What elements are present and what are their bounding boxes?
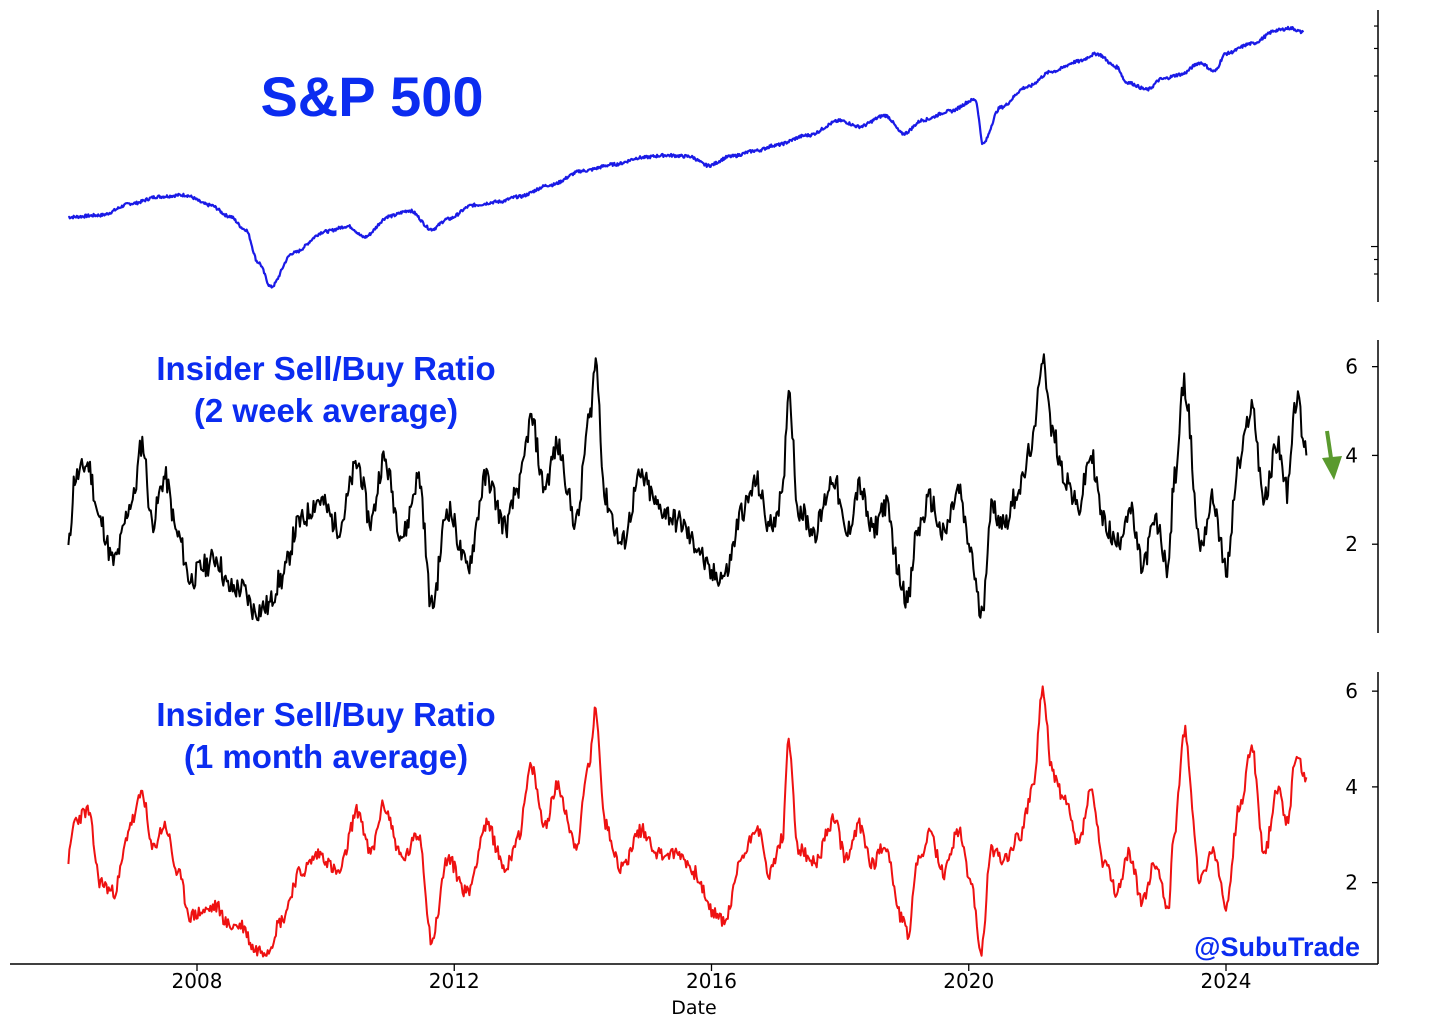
x-tick-label: 2020 (943, 969, 994, 993)
y-tick-label: 4 (1345, 775, 1358, 799)
sp500-title: S&P 500 (260, 65, 483, 128)
y-tick-label: 2 (1345, 871, 1358, 895)
y-tick-label: 6 (1345, 679, 1358, 703)
ratio1m-y-ticks: 2 4 6 (1345, 679, 1378, 895)
y-tick-label: 2 (1345, 532, 1358, 556)
ratio2w-series-line (67, 353, 1308, 622)
title-line: Insider Sell/Buy Ratio (156, 696, 495, 733)
watermark: @SubuTrade (1194, 932, 1360, 962)
title-line: Insider Sell/Buy Ratio (156, 350, 495, 387)
ratio2w-y-ticks: 2 4 6 (1345, 355, 1378, 556)
title-line: (1 month average) (184, 738, 468, 775)
y-tick-label: 4 (1345, 443, 1358, 467)
panel-sp500: S&P 500 (67, 10, 1379, 302)
green-down-arrow (1322, 430, 1342, 480)
ratio2w-title: Insider Sell/Buy Ratio (2 week average) (156, 350, 495, 429)
x-tick-label: 2012 (429, 969, 480, 993)
x-axis-ticks: 2008 2012 2016 2020 2024 (172, 964, 1252, 993)
x-tick-label: 2016 (686, 969, 737, 993)
x-tick-label: 2024 (1201, 969, 1252, 993)
ratio1m-title: Insider Sell/Buy Ratio (1 month average) (156, 696, 495, 775)
y-tick-label: 6 (1345, 355, 1358, 379)
x-axis-label: Date (671, 997, 716, 1019)
x-tick-label: 2008 (172, 969, 223, 993)
title-line: (2 week average) (194, 392, 458, 429)
ratio1m-series-line (67, 685, 1308, 958)
panel-ratio-2week: 2 4 6 Insider Sell/Buy Ratio (2 week averag… (67, 340, 1379, 633)
sp500-series-line (67, 25, 1305, 289)
panel-ratio-1month: 2 4 6 2008 2012 2016 2020 2024 Insider Sell/Bu… (10, 672, 1379, 1019)
sp500-y-ticks (1371, 25, 1378, 275)
